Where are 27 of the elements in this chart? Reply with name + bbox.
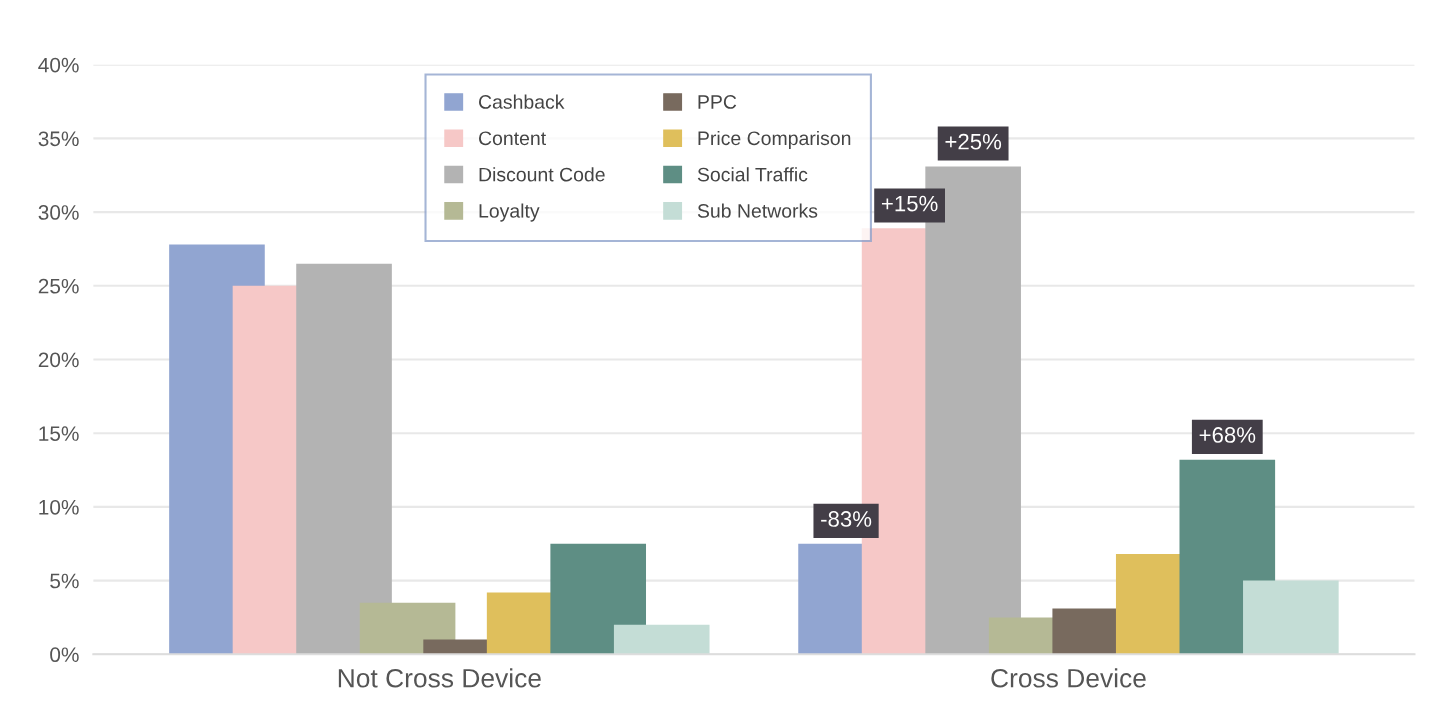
legend-label: PPC: [698, 95, 737, 109]
annotation: +15%: [881, 195, 938, 212]
legend-label: Discount Code: [479, 167, 605, 182]
bar: [1243, 580, 1339, 655]
x-tick-label: Not Cross Device: [338, 668, 541, 688]
y-tick-label: 0%: [50, 647, 79, 663]
y-tick-label: 30%: [38, 205, 79, 220]
y-tick-label: 5%: [50, 573, 79, 589]
y-tick-label: 20%: [38, 352, 79, 368]
y-tick-label: 40%: [38, 57, 79, 73]
bar: [550, 543, 647, 655]
bar: [613, 624, 710, 655]
legend-label: Cashback: [479, 94, 565, 109]
x-tick-label: Cross Device: [991, 668, 1146, 688]
bar: [296, 263, 392, 655]
legend-label: Price Comparison: [698, 130, 851, 149]
y-tick-label: 15%: [39, 426, 79, 441]
annotation: -83%: [821, 511, 872, 527]
annotation: +68%: [1199, 427, 1256, 443]
y-tick-label: 10%: [39, 499, 79, 515]
legend-label: Social Traffic: [697, 167, 808, 182]
annotation: +25%: [945, 133, 1002, 150]
y-tick-label: 35%: [38, 131, 79, 147]
y-tick-label: 25%: [38, 278, 79, 294]
legend-label: Content: [479, 131, 546, 146]
legend-label: Loyalty: [479, 203, 540, 222]
legend-label: Sub Networks: [697, 203, 818, 218]
